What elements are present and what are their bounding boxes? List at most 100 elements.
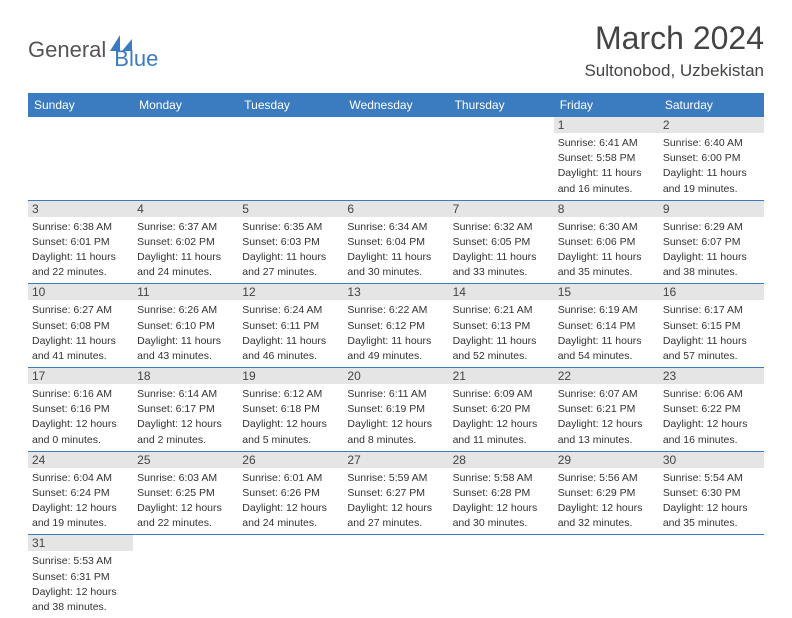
day-info: Sunrise: 6:12 AMSunset: 6:18 PMDaylight:…: [238, 384, 343, 451]
info-line: Daylight: 12 hours: [242, 417, 339, 431]
info-line: and 5 minutes.: [242, 433, 339, 447]
day-cell: 5Sunrise: 6:35 AMSunset: 6:03 PMDaylight…: [238, 200, 343, 284]
info-line: Sunset: 6:13 PM: [453, 319, 550, 333]
day-cell: 11Sunrise: 6:26 AMSunset: 6:10 PMDayligh…: [133, 284, 238, 368]
info-line: Sunrise: 6:07 AM: [558, 387, 655, 401]
info-line: Sunset: 6:04 PM: [347, 235, 444, 249]
info-line: Sunrise: 6:03 AM: [137, 471, 234, 485]
weekday-header: Sunday: [28, 93, 133, 117]
info-line: Daylight: 11 hours: [347, 334, 444, 348]
info-line: and 33 minutes.: [453, 265, 550, 279]
info-line: Sunset: 5:58 PM: [558, 151, 655, 165]
empty-cell: [238, 117, 343, 200]
info-line: Sunset: 6:08 PM: [32, 319, 129, 333]
day-cell: 7Sunrise: 6:32 AMSunset: 6:05 PMDaylight…: [449, 200, 554, 284]
info-line: Daylight: 11 hours: [137, 334, 234, 348]
day-info: Sunrise: 6:16 AMSunset: 6:16 PMDaylight:…: [28, 384, 133, 451]
info-line: Sunrise: 6:40 AM: [663, 136, 760, 150]
day-info: Sunrise: 6:34 AMSunset: 6:04 PMDaylight:…: [343, 217, 448, 284]
day-info: Sunrise: 6:09 AMSunset: 6:20 PMDaylight:…: [449, 384, 554, 451]
info-line: Daylight: 11 hours: [137, 250, 234, 264]
calendar-row: 3Sunrise: 6:38 AMSunset: 6:01 PMDaylight…: [28, 200, 764, 284]
calendar-row: 17Sunrise: 6:16 AMSunset: 6:16 PMDayligh…: [28, 368, 764, 452]
info-line: Sunrise: 5:58 AM: [453, 471, 550, 485]
day-number: 20: [343, 368, 448, 384]
info-line: Daylight: 11 hours: [242, 334, 339, 348]
day-number: 29: [554, 452, 659, 468]
day-cell: 20 Sunrise: 6:11 AMSunset: 6:19 PMDayligh…: [343, 368, 448, 452]
info-line: Sunset: 6:12 PM: [347, 319, 444, 333]
day-number: 22: [554, 368, 659, 384]
day-cell: 3Sunrise: 6:38 AMSunset: 6:01 PMDaylight…: [28, 200, 133, 284]
info-line: Sunrise: 6:34 AM: [347, 220, 444, 234]
empty-cell: [554, 535, 659, 618]
info-line: and 19 minutes.: [32, 516, 129, 530]
month-title: March 2024: [584, 20, 764, 57]
info-line: Sunrise: 6:29 AM: [663, 220, 760, 234]
info-line: and 16 minutes.: [663, 433, 760, 447]
info-line: Daylight: 12 hours: [32, 501, 129, 515]
info-line: Sunset: 6:06 PM: [558, 235, 655, 249]
info-line: and 2 minutes.: [137, 433, 234, 447]
day-cell: 25Sunrise: 6:03 AMSunset: 6:25 PMDayligh…: [133, 451, 238, 535]
day-info: Sunrise: 6:04 AMSunset: 6:24 PMDaylight:…: [28, 468, 133, 535]
info-line: Daylight: 12 hours: [347, 417, 444, 431]
day-info: Sunrise: 6:01 AMSunset: 6:26 PMDaylight:…: [238, 468, 343, 535]
day-cell: 28Sunrise: 5:58 AMSunset: 6:28 PMDayligh…: [449, 451, 554, 535]
day-number: 26: [238, 452, 343, 468]
info-line: Sunrise: 6:22 AM: [347, 303, 444, 317]
day-info: Sunrise: 6:06 AMSunset: 6:22 PMDaylight:…: [659, 384, 764, 451]
day-number: 31: [28, 535, 133, 551]
day-cell: 6Sunrise: 6:34 AMSunset: 6:04 PMDaylight…: [343, 200, 448, 284]
info-line: Daylight: 12 hours: [453, 501, 550, 515]
day-number: 16: [659, 284, 764, 300]
day-cell: 29Sunrise: 5:56 AMSunset: 6:29 PMDayligh…: [554, 451, 659, 535]
info-line: Daylight: 11 hours: [663, 166, 760, 180]
empty-cell: [133, 117, 238, 200]
info-line: Sunrise: 6:16 AM: [32, 387, 129, 401]
day-cell: 23Sunrise: 6:06 AMSunset: 6:22 PMDayligh…: [659, 368, 764, 452]
day-number: 2: [659, 117, 764, 133]
info-line: Daylight: 11 hours: [242, 250, 339, 264]
info-line: and 46 minutes.: [242, 349, 339, 363]
info-line: Sunrise: 5:53 AM: [32, 554, 129, 568]
info-line: Daylight: 12 hours: [558, 501, 655, 515]
weekday-header: Wednesday: [343, 93, 448, 117]
empty-cell: [238, 535, 343, 618]
weekday-header-row: Sunday Monday Tuesday Wednesday Thursday…: [28, 93, 764, 117]
info-line: Sunrise: 6:38 AM: [32, 220, 129, 234]
info-line: Daylight: 12 hours: [453, 417, 550, 431]
empty-cell: [343, 535, 448, 618]
info-line: Sunset: 6:02 PM: [137, 235, 234, 249]
weekday-header: Monday: [133, 93, 238, 117]
info-line: Sunset: 6:14 PM: [558, 319, 655, 333]
calendar-row: 10Sunrise: 6:27 AMSunset: 6:08 PMDayligh…: [28, 284, 764, 368]
day-cell: 17Sunrise: 6:16 AMSunset: 6:16 PMDayligh…: [28, 368, 133, 452]
info-line: Daylight: 12 hours: [347, 501, 444, 515]
info-line: Sunset: 6:03 PM: [242, 235, 339, 249]
info-line: Sunset: 6:11 PM: [242, 319, 339, 333]
day-number: 5: [238, 201, 343, 217]
day-number: 21: [449, 368, 554, 384]
day-cell: 9Sunrise: 6:29 AMSunset: 6:07 PMDaylight…: [659, 200, 764, 284]
info-line: Sunrise: 6:26 AM: [137, 303, 234, 317]
info-line: Sunset: 6:17 PM: [137, 402, 234, 416]
day-cell: 12Sunrise: 6:24 AMSunset: 6:11 PMDayligh…: [238, 284, 343, 368]
day-info: Sunrise: 6:41 AMSunset: 5:58 PMDaylight:…: [554, 133, 659, 200]
info-line: and 24 minutes.: [242, 516, 339, 530]
info-line: and 32 minutes.: [558, 516, 655, 530]
day-cell: 16Sunrise: 6:17 AMSunset: 6:15 PMDayligh…: [659, 284, 764, 368]
empty-cell: [133, 535, 238, 618]
info-line: and 38 minutes.: [663, 265, 760, 279]
day-cell: 22Sunrise: 6:07 AMSunset: 6:21 PMDayligh…: [554, 368, 659, 452]
info-line: Sunset: 6:28 PM: [453, 486, 550, 500]
weekday-header: Friday: [554, 93, 659, 117]
info-line: Sunset: 6:10 PM: [137, 319, 234, 333]
info-line: Sunset: 6:01 PM: [32, 235, 129, 249]
info-line: and 54 minutes.: [558, 349, 655, 363]
info-line: Daylight: 12 hours: [663, 501, 760, 515]
day-cell: 10Sunrise: 6:27 AMSunset: 6:08 PMDayligh…: [28, 284, 133, 368]
info-line: Sunset: 6:19 PM: [347, 402, 444, 416]
info-line: and 24 minutes.: [137, 265, 234, 279]
info-line: Sunrise: 6:11 AM: [347, 387, 444, 401]
